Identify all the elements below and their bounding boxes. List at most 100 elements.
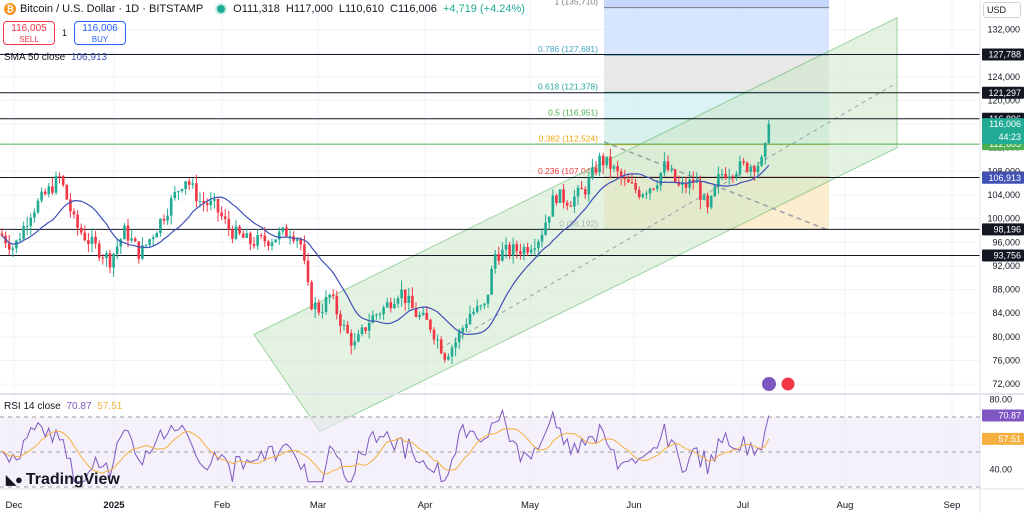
candle-body [202, 200, 205, 203]
candle-body [767, 124, 771, 143]
sell-label: SELL [19, 35, 39, 44]
candle-body [684, 183, 688, 188]
y-tick-label: 76,000 [992, 355, 1020, 365]
fib-label: 0.5 (116,951) [548, 107, 598, 117]
flag-marker-icon [780, 376, 796, 392]
candle-body [447, 356, 450, 360]
candle-body [587, 177, 591, 195]
candle-body [576, 187, 580, 197]
candle-body [663, 161, 666, 173]
tradingview-logo[interactable]: ◣● TradingView [6, 471, 120, 489]
candle-body [357, 334, 360, 342]
candle-body [695, 181, 699, 183]
buy-label: BUY [91, 35, 109, 44]
candle-body [40, 191, 43, 201]
candle-body [573, 196, 576, 207]
candle-body [673, 169, 677, 182]
level-badge: 98,196 [993, 224, 1021, 234]
candle-body [425, 312, 429, 320]
candle-body [609, 156, 612, 169]
rsi-ma-value: 57.51 [97, 401, 123, 412]
candle-body [306, 260, 310, 283]
x-tick-label: Feb [214, 500, 230, 511]
candle-body [439, 339, 443, 354]
candle-body [504, 244, 508, 250]
candle-body [389, 302, 393, 309]
candle-body [598, 155, 601, 173]
rsi-value: 70.87 [66, 401, 92, 412]
candle-body [490, 268, 493, 295]
candle-body [558, 189, 562, 203]
candle-body [619, 171, 623, 178]
candle-body [328, 294, 331, 297]
candle-body [209, 200, 213, 206]
candle-body [443, 353, 447, 360]
candle-body [591, 167, 594, 178]
candle-body [177, 191, 180, 193]
candle-body [83, 232, 87, 241]
x-tick-label: Aug [837, 500, 854, 511]
candle-body [324, 296, 328, 312]
candle-body [249, 233, 252, 244]
candle-body [742, 161, 745, 163]
candle-body [285, 227, 288, 237]
candle-body [706, 195, 709, 208]
market-status-icon [215, 3, 228, 15]
candle-body [429, 319, 432, 330]
candle-body [634, 182, 637, 190]
candle-body [79, 227, 83, 233]
y-tick-label: 108,000 [987, 166, 1020, 176]
y-tick-label: 92,000 [992, 261, 1020, 271]
candle-body [97, 243, 101, 258]
sma-value: 106,913 [70, 52, 108, 63]
candle-body [724, 173, 727, 179]
candle-body [745, 162, 749, 172]
candle-body [641, 194, 645, 197]
candle-body [151, 237, 155, 240]
candle-body [335, 295, 339, 315]
x-tick-label: 2025 [103, 500, 125, 511]
buy-button[interactable]: 116,006 BUY [74, 21, 126, 45]
candle-body [108, 253, 112, 268]
candle-body [223, 216, 227, 220]
candle-body [555, 195, 558, 203]
x-tick-label: Apr [418, 500, 433, 511]
candle-body [601, 155, 605, 166]
candle-body [169, 198, 173, 216]
price-badge-bg [982, 171, 1024, 184]
candle-body [630, 182, 634, 184]
candle-body [115, 246, 119, 254]
candle-body [227, 219, 231, 230]
candle-body [353, 341, 357, 346]
candle-body [339, 314, 342, 326]
candle-body [735, 173, 738, 177]
candle-body [414, 308, 418, 317]
currency-selector[interactable]: USD [983, 2, 1021, 18]
rsi-legend[interactable]: RSI 14 close 70.87 57.51 [4, 401, 122, 412]
candle-body [486, 294, 490, 304]
candle-body [277, 231, 281, 240]
channel-midline [439, 82, 898, 350]
level-badge: 121,297 [988, 88, 1021, 98]
candle-body [69, 199, 72, 212]
symbol-title[interactable]: Bitcoin / U.S. Dollar · 1D · BITSTAMP [20, 3, 204, 15]
x-tick-label: Jul [737, 500, 749, 511]
rsi-ma-badge: 57.51 [998, 434, 1021, 444]
fib-label: 1 (135,710) [555, 0, 599, 7]
low-value: L110,610 [338, 3, 384, 15]
candle-body [519, 251, 522, 255]
candle-body [274, 239, 277, 243]
sell-button[interactable]: 116,005 SELL [3, 21, 55, 45]
price-badge: 116,006 [989, 119, 1021, 129]
candle-body [655, 185, 659, 189]
candle-body [245, 233, 249, 238]
price-badge-bg [982, 118, 1024, 145]
candle-body [763, 142, 767, 157]
candle-body [148, 239, 151, 245]
candle-body [58, 176, 61, 178]
tradingview-logo-icon: ◣● [6, 472, 23, 487]
candle-body [670, 169, 673, 171]
candle-body [346, 324, 349, 334]
sma-legend[interactable]: SMA 50 close 106,913 [4, 52, 107, 63]
